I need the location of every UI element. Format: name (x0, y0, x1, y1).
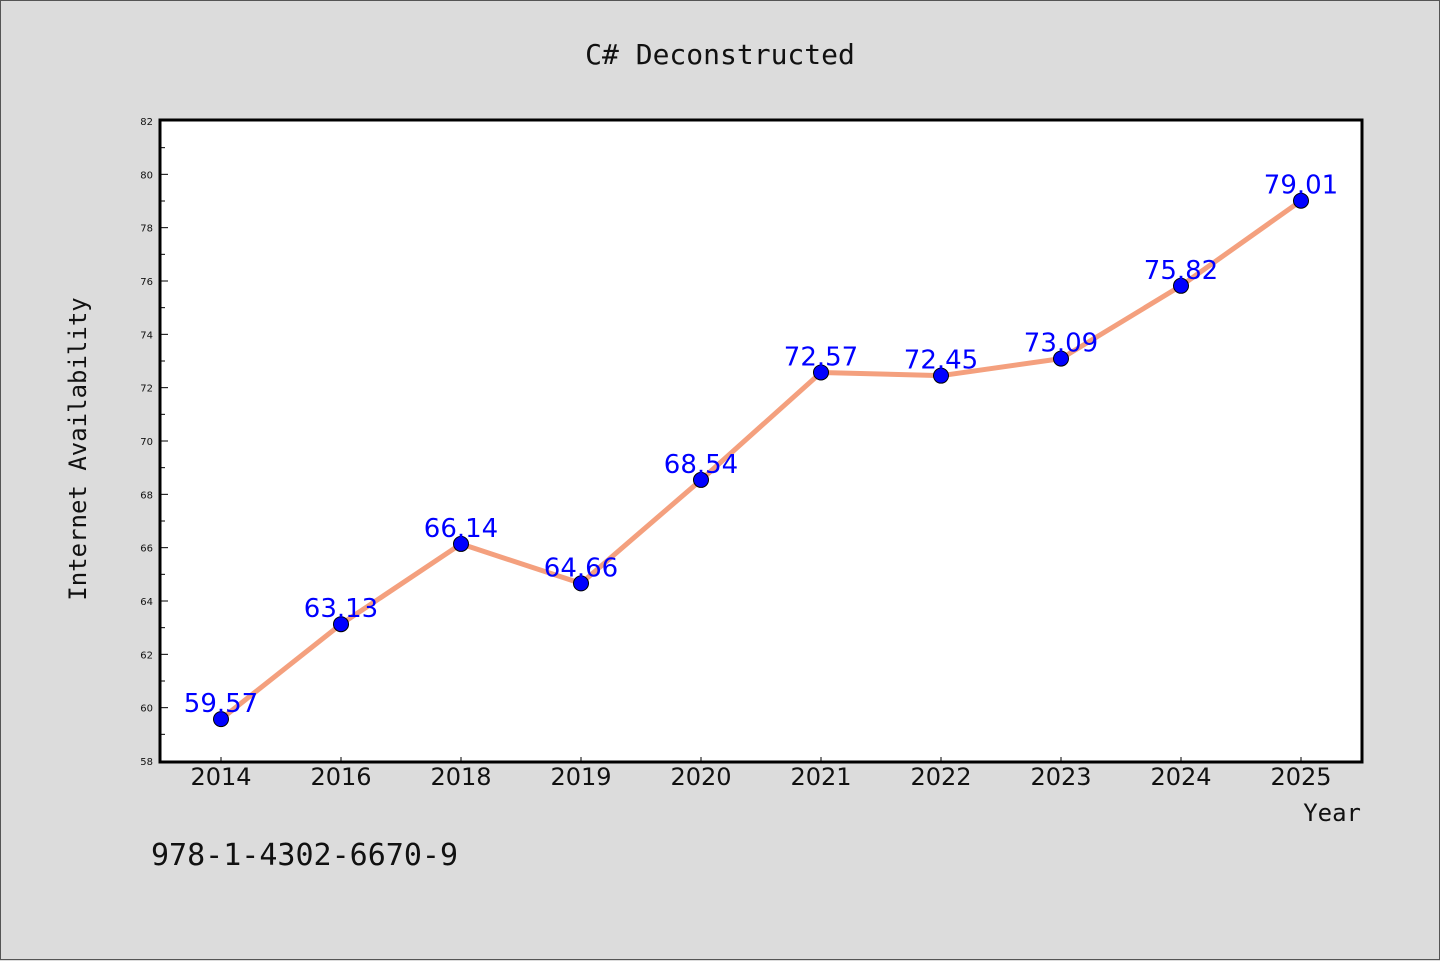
isbn-text: 978-1-4302-6670-9 (151, 838, 458, 873)
x-tick-label: 2023 (1030, 763, 1091, 791)
data-point-marker (813, 364, 829, 381)
x-tick-label: 2018 (430, 763, 491, 791)
data-point-marker (933, 367, 949, 384)
data-point-marker (453, 535, 469, 552)
data-point-marker (1173, 277, 1189, 294)
y-axis-label: Internet Availability (64, 297, 92, 600)
y-tick-label: 80 (140, 170, 153, 181)
x-tick-label: 2019 (550, 763, 611, 791)
x-tick-label: 2025 (1270, 763, 1331, 791)
data-point-marker (1293, 192, 1309, 209)
y-tick-label: 78 (140, 224, 153, 235)
data-label: 64.66 (544, 553, 618, 583)
series-group: 59.57 63.13 66.14 64.66 68.54 72.57 72.45 73.09… (184, 171, 1338, 728)
x-tick-label: 2016 (310, 763, 371, 791)
x-tick-label: 2021 (790, 763, 851, 791)
data-label: 79.01 (1264, 171, 1338, 201)
y-tick-label: 82 (140, 117, 153, 128)
data-label: 59.57 (184, 689, 258, 719)
series-line (218, 198, 1304, 722)
data-point-marker (333, 616, 349, 633)
data-point-marker (213, 711, 229, 728)
data-label: 75.82 (1144, 256, 1218, 286)
x-tick-label: 2024 (1150, 763, 1211, 791)
data-point-marker (1053, 350, 1069, 367)
data-point-marker (693, 471, 709, 488)
data-label: 73.09 (1024, 329, 1098, 359)
chart-title: C# Deconstructed (585, 38, 855, 71)
x-tick-label: 2022 (910, 763, 971, 791)
y-tick-label: 60 (140, 704, 153, 715)
y-axis-ticks: 58 60 62 64 66 68 70 72 74 76 78 80 82 (140, 117, 168, 768)
data-label: 68.54 (664, 450, 738, 480)
y-tick-label: 66 (140, 544, 153, 555)
y-tick-label: 74 (140, 330, 153, 341)
y-tick-label: 68 (140, 490, 153, 501)
data-label: 72.45 (904, 346, 978, 376)
x-axis-label: Year (1303, 799, 1361, 827)
y-tick-label: 70 (140, 437, 153, 448)
data-point-marker (573, 575, 589, 592)
x-axis-ticks: 2014 2016 2018 2019 2020 2021 2022 2023 2024 2025 (190, 757, 1332, 791)
x-tick-label: 2020 (670, 763, 731, 791)
plot-area (158, 118, 1364, 764)
y-tick-label: 76 (140, 277, 153, 288)
y-tick-label: 64 (140, 597, 153, 608)
data-label: 63.13 (304, 594, 378, 624)
data-label: 72.57 (784, 342, 858, 372)
data-label: 66.14 (424, 514, 498, 544)
y-tick-label: 72 (140, 384, 153, 395)
y-tick-label: 58 (140, 757, 153, 768)
y-tick-label: 62 (140, 650, 153, 661)
x-tick-label: 2014 (190, 763, 251, 791)
